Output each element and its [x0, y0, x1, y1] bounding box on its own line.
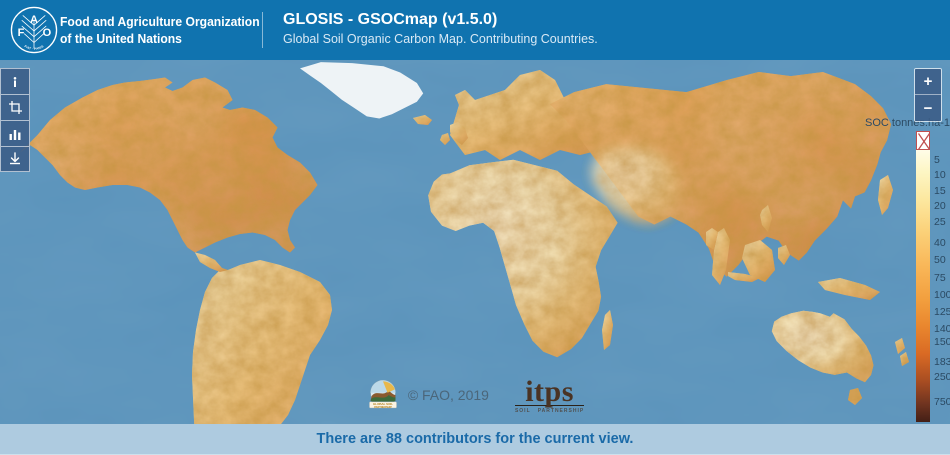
svg-text:A: A	[30, 14, 38, 26]
svg-text:PARTNERSHIP: PARTNERSHIP	[374, 406, 392, 409]
svg-text:O: O	[43, 27, 52, 39]
svg-text:F: F	[18, 27, 25, 39]
